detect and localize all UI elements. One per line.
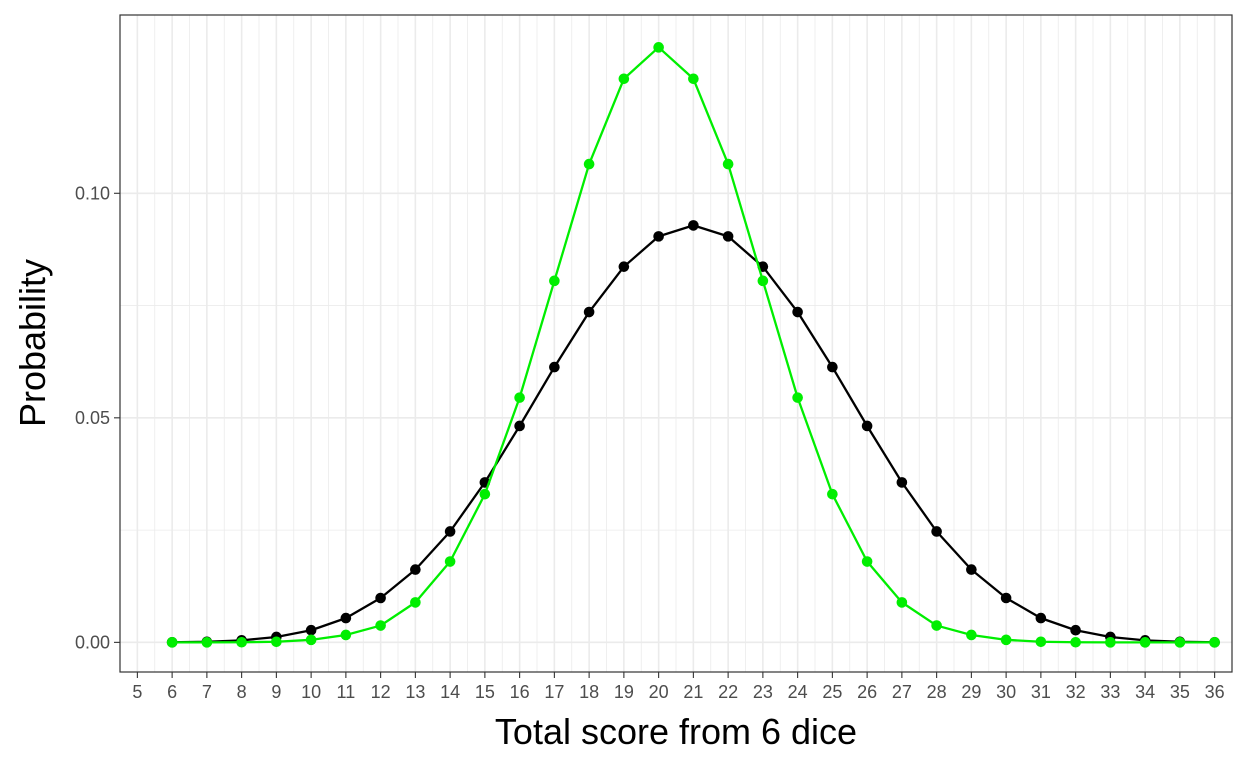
series-1-point xyxy=(340,629,352,641)
x-tick-label: 17 xyxy=(544,682,564,702)
x-tick-label: 23 xyxy=(753,682,773,702)
series-0-point xyxy=(618,261,630,272)
x-tick-label: 34 xyxy=(1135,682,1155,702)
x-tick-label: 6 xyxy=(167,682,177,702)
x-tick-label: 12 xyxy=(371,682,391,702)
x-tick-label: 18 xyxy=(579,682,599,702)
x-tick-label: 9 xyxy=(271,682,281,702)
series-0-point xyxy=(722,231,734,242)
series-1 xyxy=(166,42,1220,648)
series-1-point xyxy=(271,636,282,648)
series-0-point xyxy=(305,624,317,636)
x-tick-label: 16 xyxy=(510,682,530,702)
x-tick-label: 27 xyxy=(892,682,912,702)
x-tick-label: 32 xyxy=(1066,682,1086,702)
series-1-point xyxy=(1000,634,1012,646)
x-tick-label: 7 xyxy=(202,682,212,702)
x-tick-label: 20 xyxy=(649,682,669,702)
series-1-point xyxy=(1035,636,1047,648)
series-0-point xyxy=(792,306,803,318)
series-0-point xyxy=(861,420,873,432)
series-1-point xyxy=(618,73,630,85)
x-tick-label: 13 xyxy=(405,682,425,702)
x-axis: 5 6 7 8 9 10 11 12 13 14 15 16 17 18 19 20 21 22 23 24 25 26 2… xyxy=(132,672,1225,702)
plot-border xyxy=(119,14,1233,673)
series-layer xyxy=(166,42,1220,648)
series-1-point xyxy=(1139,637,1151,648)
x-tick-label: 31 xyxy=(1031,682,1051,702)
series-0-point xyxy=(827,361,838,373)
series-0-point xyxy=(444,526,456,537)
series-1-point xyxy=(722,158,734,170)
series-1-point xyxy=(861,556,873,567)
series-0-point xyxy=(340,612,352,624)
series-1-point xyxy=(688,73,699,85)
x-axis-title: Total score from 6 dice xyxy=(495,711,857,752)
series-1-point xyxy=(757,275,769,287)
x-tick-label: 11 xyxy=(337,682,356,702)
series-0-point xyxy=(514,420,525,432)
series-0-point xyxy=(1000,592,1012,604)
series-1-point xyxy=(444,556,456,567)
series-0-point xyxy=(966,564,977,575)
series-1-point xyxy=(931,620,942,631)
series-0-point xyxy=(375,592,386,604)
series-1-point xyxy=(1209,637,1220,648)
series-1-point xyxy=(305,634,317,646)
x-tick-label: 15 xyxy=(475,682,495,702)
x-tick-label: 14 xyxy=(440,682,460,702)
x-tick-label: 25 xyxy=(822,682,842,702)
x-tick-label: 10 xyxy=(301,682,321,702)
minor-gridlines xyxy=(120,15,1232,672)
y-axis-title: Probability xyxy=(12,259,53,427)
series-1-point xyxy=(896,597,908,608)
series-1-point xyxy=(549,275,560,287)
series-1-point xyxy=(583,158,595,170)
series-1-point xyxy=(375,620,386,631)
series-0-point xyxy=(410,564,421,575)
x-tick-label: 35 xyxy=(1170,682,1190,702)
x-tick-label: 28 xyxy=(927,682,947,702)
series-1-point xyxy=(479,488,491,500)
series-0-point xyxy=(931,526,942,537)
series-1-point xyxy=(827,488,838,500)
series-1-point xyxy=(1070,636,1081,648)
x-tick-label: 33 xyxy=(1100,682,1120,702)
x-tick-label: 8 xyxy=(237,682,247,702)
y-axis: 0.00 0.05 0.10 xyxy=(75,183,120,652)
y-tick-label: 0.00 xyxy=(75,632,110,652)
series-1-point xyxy=(653,42,664,53)
series-1-point xyxy=(792,392,803,403)
x-tick-label: 5 xyxy=(132,682,142,702)
series-0-point xyxy=(1070,624,1081,636)
series-1-point xyxy=(201,637,213,648)
series-0-point xyxy=(583,306,595,318)
series-0-point xyxy=(1035,612,1047,624)
series-1-point xyxy=(1174,637,1186,648)
series-0-point xyxy=(688,220,699,231)
series-1-point xyxy=(1105,637,1116,648)
x-tick-label: 36 xyxy=(1205,682,1225,702)
series-1-point xyxy=(514,392,525,403)
series-1-point xyxy=(966,629,977,641)
x-tick-label: 30 xyxy=(996,682,1016,702)
y-tick-label: 0.05 xyxy=(75,408,110,428)
x-tick-label: 26 xyxy=(857,682,877,702)
series-1-point xyxy=(166,637,178,648)
major-gridlines xyxy=(120,15,1232,672)
series-1-point xyxy=(410,597,421,608)
x-tick-label: 29 xyxy=(961,682,981,702)
x-tick-label: 19 xyxy=(614,682,634,702)
series-1-point xyxy=(236,636,247,648)
y-tick-label: 0.10 xyxy=(75,183,110,203)
x-tick-label: 24 xyxy=(788,682,808,702)
x-tick-label: 22 xyxy=(718,682,738,702)
series-0-point xyxy=(653,231,664,242)
x-tick-label: 21 xyxy=(683,682,703,702)
series-0-point xyxy=(896,477,908,488)
series-0-point xyxy=(549,361,560,373)
